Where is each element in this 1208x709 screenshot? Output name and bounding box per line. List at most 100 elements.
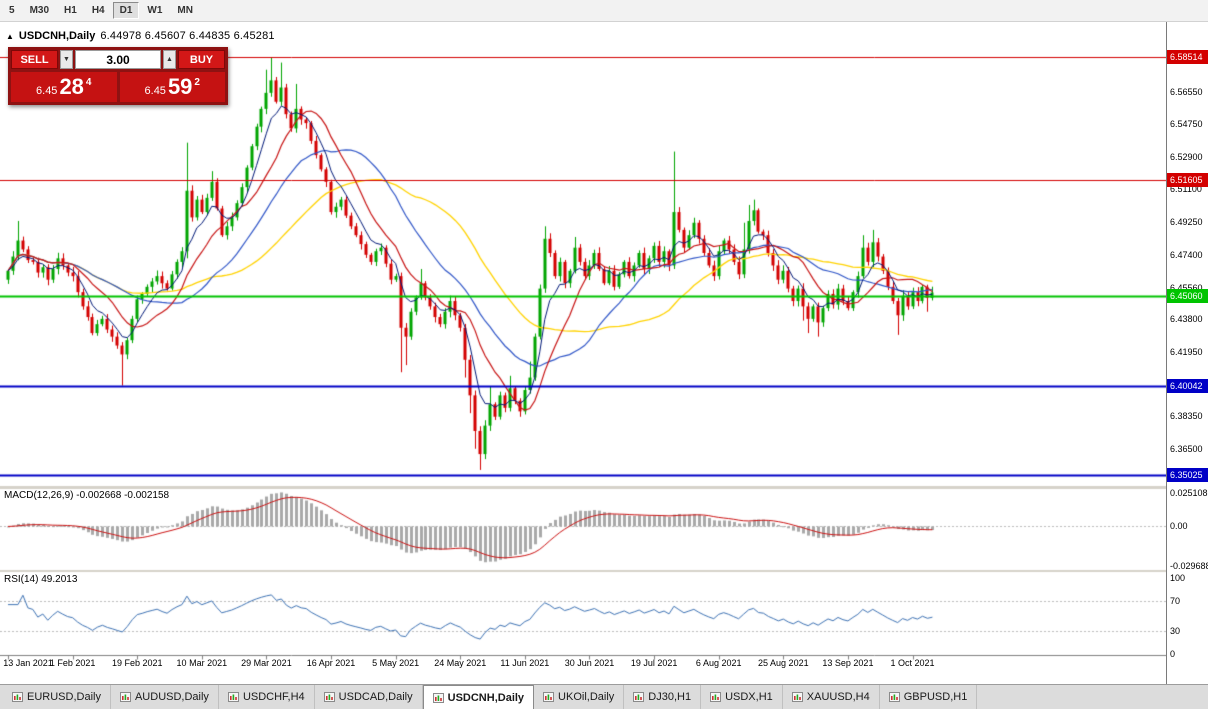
chart-tab-gbpusd[interactable]: GBPUSD,H1	[879, 685, 978, 709]
price-tick-label: 6.56550	[1170, 86, 1203, 97]
rsi-axis-label: 100	[1170, 573, 1186, 583]
price-level-badge: 6.51605	[1167, 172, 1208, 187]
mini-chart-icon	[12, 692, 23, 702]
price-tick-label: 6.43800	[1170, 313, 1203, 324]
chart-ohlc-values: 6.44978 6.45607 6.44835 6.45281	[100, 30, 275, 42]
chart-tab-label: DJ30,H1	[648, 691, 692, 703]
price-tick-label: 6.47400	[1170, 249, 1203, 260]
one-click-trading-panel: SELL ▼ ▲ BUY 6.45 28 4 6.45 59 2	[8, 47, 228, 105]
collapse-triangle-icon[interactable]: ▲	[6, 32, 14, 41]
chart-tab-usdchf[interactable]: USDCHF,H4	[218, 685, 315, 709]
date-label: 1 Feb 2021	[49, 658, 96, 668]
chart-tab-ukoil[interactable]: UKOil,Daily	[534, 685, 625, 709]
date-label: 13 Sep 2021	[822, 658, 874, 668]
price-chart-canvas[interactable]	[0, 22, 1166, 684]
timeframe-toolbar: 5 M30 H1 H4 D1 W1 MN	[0, 0, 1208, 22]
timeframe-button-m30[interactable]: M30	[23, 2, 56, 19]
trade-panel-controls: SELL ▼ ▲ BUY	[11, 50, 225, 69]
chart-tab-usdcnh[interactable]: USDCNH,Daily	[422, 685, 535, 709]
timeframe-button-5[interactable]: 5	[2, 2, 22, 19]
chart-tab-label: USDCAD,Daily	[338, 691, 413, 703]
chart-tab-dj30[interactable]: DJ30,H1	[624, 685, 702, 709]
price-level-badge: 6.40042	[1167, 378, 1208, 393]
price-tick-label: 6.45560	[1170, 282, 1203, 293]
chart-tab-usdcad[interactable]: USDCAD,Daily	[314, 685, 423, 709]
macd-axis-label: 0.00	[1170, 521, 1188, 532]
rsi-indicator-label: RSI(14) 49.2013	[4, 574, 78, 585]
chart-symbol-label: USDCNH,Daily	[18, 30, 96, 42]
rsi-axis-label: 0	[1170, 649, 1176, 659]
price-level-badge: 6.58514	[1167, 50, 1208, 64]
mini-chart-icon	[323, 692, 335, 702]
chart-tab-label: USDCHF,H4	[242, 691, 305, 703]
timeframe-button-h4[interactable]: H4	[85, 2, 112, 19]
chart-title: ▲ USDCNH,Daily 6.44978 6.45607 6.44835 6…	[6, 30, 275, 42]
date-label: 29 Mar 2021	[241, 658, 292, 668]
macd-indicator-label: MACD(12,26,9) -0.002668 -0.002158	[4, 490, 170, 501]
lot-increase-button[interactable]: ▲	[163, 50, 176, 69]
chart-tab-audusd[interactable]: AUDUSD,Daily	[110, 685, 219, 709]
ask-price-big-digits: 59	[167, 74, 193, 99]
bid-price-display[interactable]: 6.45 28 4	[11, 72, 117, 102]
lot-decrease-button[interactable]: ▼	[60, 50, 73, 69]
buy-button[interactable]: BUY	[178, 50, 225, 69]
chart-tab-label: USDCNH,Daily	[447, 691, 525, 704]
mini-chart-icon	[119, 692, 131, 702]
mini-chart-icon	[432, 692, 444, 703]
date-label: 19 Jul 2021	[630, 658, 678, 668]
chart-tab-label: EURUSD,Daily	[27, 691, 101, 703]
price-tick-label: 6.54750	[1170, 118, 1203, 129]
chart-tab-label: XAUUSD,H4	[806, 691, 870, 703]
bid-price-big-digits: 28	[59, 74, 84, 99]
ask-price-prefix: 6.45	[144, 84, 166, 97]
price-tick-label: 6.41950	[1170, 346, 1203, 357]
chart-tab-eurusd[interactable]: EURUSD,Daily	[3, 685, 111, 709]
chart-tab-xauusd[interactable]: XAUUSD,H4	[782, 685, 880, 709]
date-label: 1 Oct 2021	[890, 658, 935, 668]
date-label: 5 May 2021	[372, 658, 420, 668]
mini-chart-icon	[227, 692, 239, 702]
timeframe-button-h1[interactable]: H1	[57, 2, 84, 19]
price-tick-label: 6.49250	[1170, 216, 1203, 227]
chart-tab-usdx[interactable]: USDX,H1	[701, 685, 783, 709]
date-label: 16 Apr 2021	[306, 658, 356, 668]
chart-tab-label: USDX,H1	[725, 691, 773, 703]
timeframe-button-mn[interactable]: MN	[170, 2, 200, 19]
timeframe-button-d1[interactable]: D1	[112, 2, 140, 19]
mini-chart-icon	[543, 692, 555, 702]
trade-panel-prices: 6.45 28 4 6.45 59 2	[11, 72, 225, 102]
price-tick-label: 6.52900	[1170, 151, 1203, 162]
mini-chart-icon	[888, 692, 900, 702]
date-label: 25 Aug 2021	[758, 658, 809, 668]
timeframe-button-w1[interactable]: W1	[140, 2, 169, 19]
price-level-badge: 6.45060	[1167, 289, 1208, 304]
price-tick-label: 6.36500	[1170, 443, 1203, 454]
ask-price-pip-digit: 2	[194, 76, 200, 88]
bid-price-prefix: 6.45	[36, 84, 58, 97]
mini-chart-icon	[710, 692, 722, 702]
sell-button[interactable]: SELL	[11, 50, 58, 69]
chart-tabs-bar: EURUSD,Daily AUDUSD,Daily USDCHF,H4 USDCAD,…	[0, 684, 1208, 709]
price-tick-label: 6.38350	[1170, 410, 1203, 421]
bid-price-pip-digit: 4	[85, 76, 92, 88]
lot-size-input[interactable]	[75, 50, 161, 69]
date-label: 24 May 2021	[434, 658, 487, 668]
date-label: 30 Jun 2021	[564, 658, 615, 668]
price-tick-label: 6.51100	[1170, 183, 1202, 194]
mini-chart-icon	[633, 692, 645, 702]
ask-price-display[interactable]: 6.45 59 2	[119, 72, 225, 102]
rsi-axis-label: 70	[1170, 595, 1181, 606]
price-level-badge: 6.35025	[1167, 468, 1208, 482]
date-label: 11 Jun 2021	[500, 658, 550, 668]
chart-tab-label: AUDUSD,Daily	[134, 691, 209, 703]
date-label: 13 Jan 2021	[3, 658, 53, 668]
mini-chart-icon	[791, 692, 803, 702]
chart-tab-label: GBPUSD,H1	[903, 691, 968, 703]
rsi-axis-label: 30	[1170, 626, 1181, 637]
time-axis[interactable]: 13 Jan 2021 1 Feb 2021 19 Feb 2021 10 Mar 2…	[0, 658, 1166, 672]
date-label: 19 Feb 2021	[111, 658, 163, 668]
price-axis[interactable]: 6.56550 6.54750 6.52900 6.51100 6.49250 6.474…	[1166, 22, 1208, 684]
chart-area: ▲ USDCNH,Daily 6.44978 6.45607 6.44835 6…	[0, 22, 1208, 684]
macd-axis-label: -0.029688	[1170, 561, 1208, 571]
